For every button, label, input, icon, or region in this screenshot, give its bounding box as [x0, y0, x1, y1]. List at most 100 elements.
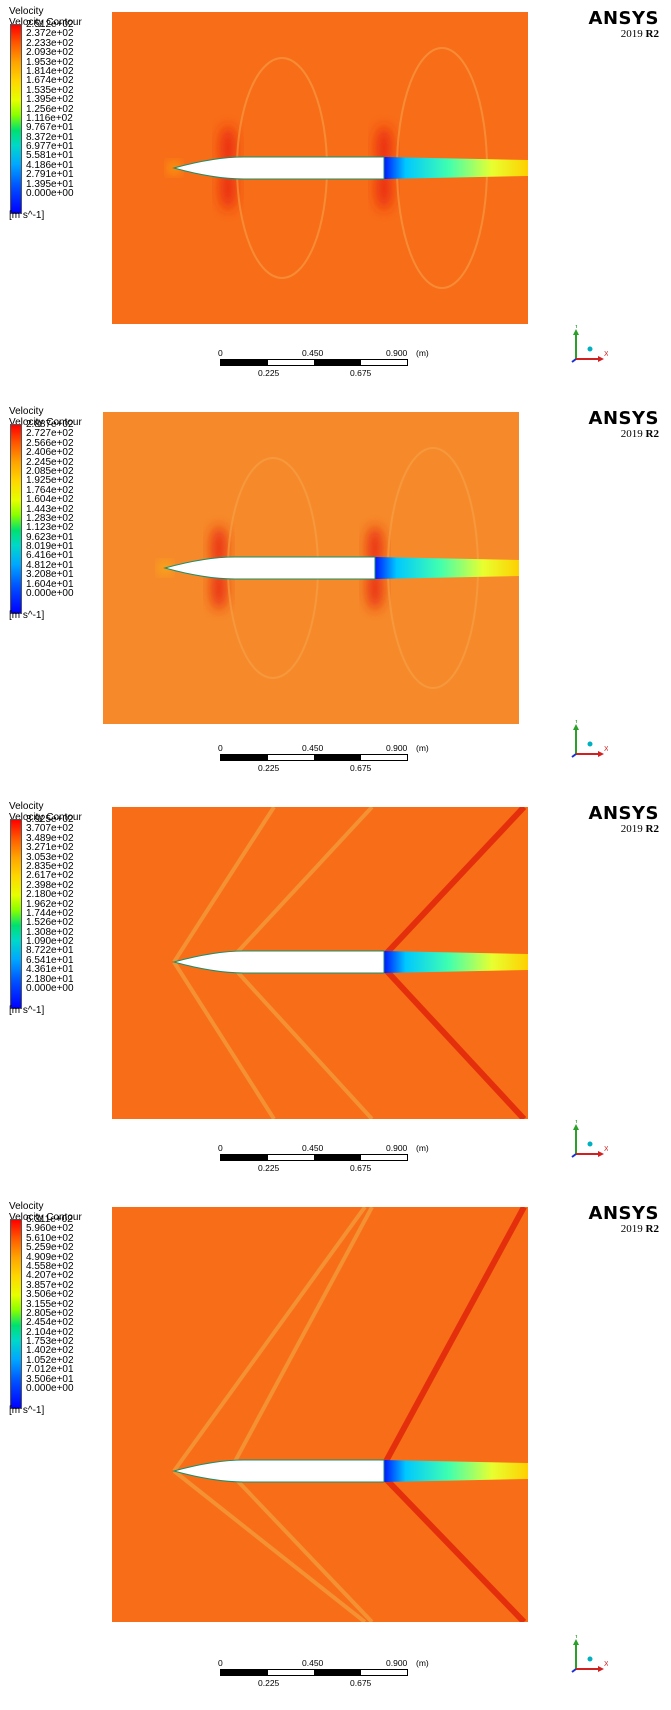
- colorbar-tick-label: 3.155e+02: [26, 1298, 74, 1310]
- colorbar-tick-label: 2.406e+02: [26, 447, 74, 459]
- colorbar: [10, 1219, 22, 1409]
- scale-label-max: 0.900: [386, 1658, 408, 1668]
- colorbar-tick-label: 1.123e+02: [26, 522, 74, 534]
- scale-bar: 0 0.450 0.900 (m) 0.225 0.675: [218, 743, 450, 779]
- velocity-contour-field: [112, 1207, 528, 1622]
- colorbar-tick-label: 3.857e+02: [26, 1279, 74, 1291]
- colorbar-tick-label: 4.186e+01: [26, 159, 74, 171]
- colorbar-tick-label: 1.526e+02: [26, 917, 74, 929]
- shock-wave: [230, 964, 374, 1119]
- colorbar-labels: 6.311e+02 5.960e+02 5.610e+02 5.259e+02 4.90…: [26, 1214, 74, 1395]
- legend-contour-name: Velocity Contour: [9, 1212, 82, 1223]
- scale-segment: [268, 360, 315, 365]
- colorbar-tick-label: 3.489e+02: [26, 832, 74, 844]
- colorbar-tick-label: 4.558e+02: [26, 1260, 74, 1272]
- colorbar-unit: [m s^-1]: [9, 610, 45, 621]
- colorbar-tick-label: 1.395e+02: [26, 94, 74, 106]
- colorbar-tick-label: 9.623e+01: [26, 531, 74, 543]
- scale-segment: [314, 1670, 361, 1675]
- scale-segment: [268, 1155, 315, 1160]
- colorbar-tick-label: 8.019e+01: [26, 541, 74, 553]
- ansys-version: 2019 R2: [589, 823, 659, 835]
- ansys-logo: ANSYS 2019 R2: [588, 408, 659, 441]
- version-release: R2: [645, 28, 659, 40]
- scale-label-three-quarter: 0.675: [350, 763, 372, 773]
- colorbar-tick-label: 8.372e+01: [26, 131, 74, 143]
- version-year: 2019: [620, 1223, 646, 1235]
- colorbar-tick-label: 6.416e+01: [26, 550, 74, 562]
- projectile-body: [172, 1459, 385, 1483]
- colorbar-tick-label: 1.604e+01: [26, 578, 74, 590]
- scale-segment: [221, 1670, 268, 1675]
- scale-label-0: 0: [218, 1143, 223, 1153]
- scale-bar: 0 0.450 0.900 (m) 0.225 0.675: [218, 1658, 450, 1694]
- scale-segments: [220, 1669, 408, 1676]
- ansys-logo: ANSYS 2019 R2: [589, 805, 659, 836]
- shock-wave: [230, 807, 374, 960]
- scale-unit: (m): [416, 348, 429, 358]
- legend-variable: Velocity: [9, 406, 44, 417]
- scale-bar: 0 0.450 0.900 (m) 0.225 0.675: [218, 348, 450, 384]
- colorbar-tick-label: 0.000e+00: [26, 1383, 74, 1395]
- y-axis-label: Y: [574, 1635, 579, 1640]
- scale-segment: [268, 755, 315, 760]
- scale-label-quarter: 0.225: [258, 1678, 280, 1688]
- ansys-logo: ANSYS 2019 R2: [589, 1205, 659, 1236]
- colorbar-labels: 2.512e+02 2.372e+02 2.233e+02 2.093e+02 1.95…: [26, 19, 74, 200]
- scale-segment: [361, 1670, 408, 1675]
- shock-wave: [230, 1473, 374, 1622]
- x-axis-label: X: [604, 1661, 608, 1668]
- legend-title: Velocity Velocity Contour: [9, 801, 82, 823]
- colorbar-tick-label: 6.977e+01: [26, 141, 74, 153]
- scale-label-three-quarter: 0.675: [350, 1163, 372, 1173]
- colorbar-tick-label: 7.012e+01: [26, 1364, 74, 1376]
- x-axis-label: X: [604, 746, 608, 753]
- contour-panel: Velocity Velocity Contour 3.925e+02 3.707e+…: [0, 795, 671, 1195]
- y-axis-label: Y: [574, 325, 579, 330]
- colorbar-tick-label: 3.707e+02: [26, 823, 74, 835]
- legend-variable: Velocity: [9, 6, 44, 17]
- colorbar-tick-label: 3.506e+02: [26, 1289, 74, 1301]
- scale-label-mid: 0.450: [302, 1658, 324, 1668]
- ansys-version: 2019 R2: [589, 428, 659, 440]
- scale-segment: [221, 1155, 268, 1160]
- colorbar-tick-label: 1.604e+02: [26, 494, 74, 506]
- scale-unit: (m): [416, 1143, 429, 1153]
- wake-region: [384, 951, 528, 973]
- colorbar-tick-label: 2.372e+02: [26, 28, 74, 40]
- colorbar-tick-label: 1.052e+02: [26, 1354, 74, 1366]
- ansys-wordmark: ANSYS: [588, 408, 659, 429]
- scale-label-0: 0: [218, 1658, 223, 1668]
- x-axis-label: X: [604, 351, 608, 358]
- wake-region: [384, 157, 528, 179]
- colorbar-unit: [m s^-1]: [9, 1405, 45, 1416]
- contour-svg: [112, 12, 528, 324]
- colorbar-tick-label: 0.000e+00: [26, 188, 74, 200]
- colorbar-tick-label: 2.085e+02: [26, 465, 74, 477]
- scale-label-0: 0: [218, 348, 223, 358]
- colorbar-tick-label: 3.053e+02: [26, 851, 74, 863]
- colorbar-tick-label: 0.000e+00: [26, 983, 74, 995]
- contour-panel: Velocity Velocity Contour 6.311e+02 5.960e+…: [0, 1195, 671, 1710]
- shock-wave: [230, 1207, 374, 1468]
- legend-title: Velocity Velocity Contour: [9, 6, 82, 28]
- colorbar-tick-label: 2.566e+02: [26, 437, 74, 449]
- colorbar-tick-label: 1.674e+02: [26, 75, 74, 87]
- colorbar-tick-label: 2.245e+02: [26, 456, 74, 468]
- colorbar-tick-label: 1.744e+02: [26, 907, 74, 919]
- colorbar-tick-label: 2.180e+02: [26, 889, 74, 901]
- colorbar-tick-label: 4.207e+02: [26, 1270, 74, 1282]
- colorbar: [10, 424, 22, 614]
- shock-wave: [172, 960, 276, 1119]
- colorbar-tick-label: 1.953e+02: [26, 56, 74, 68]
- legend-title: Velocity Velocity Contour: [9, 1201, 82, 1223]
- shock-wave: [172, 1207, 367, 1473]
- version-release: R2: [645, 823, 659, 835]
- colorbar-tick-label: 1.753e+02: [26, 1336, 74, 1348]
- contour-svg: [112, 807, 528, 1119]
- scale-label-quarter: 0.225: [258, 1163, 280, 1173]
- wake-region: [375, 557, 519, 579]
